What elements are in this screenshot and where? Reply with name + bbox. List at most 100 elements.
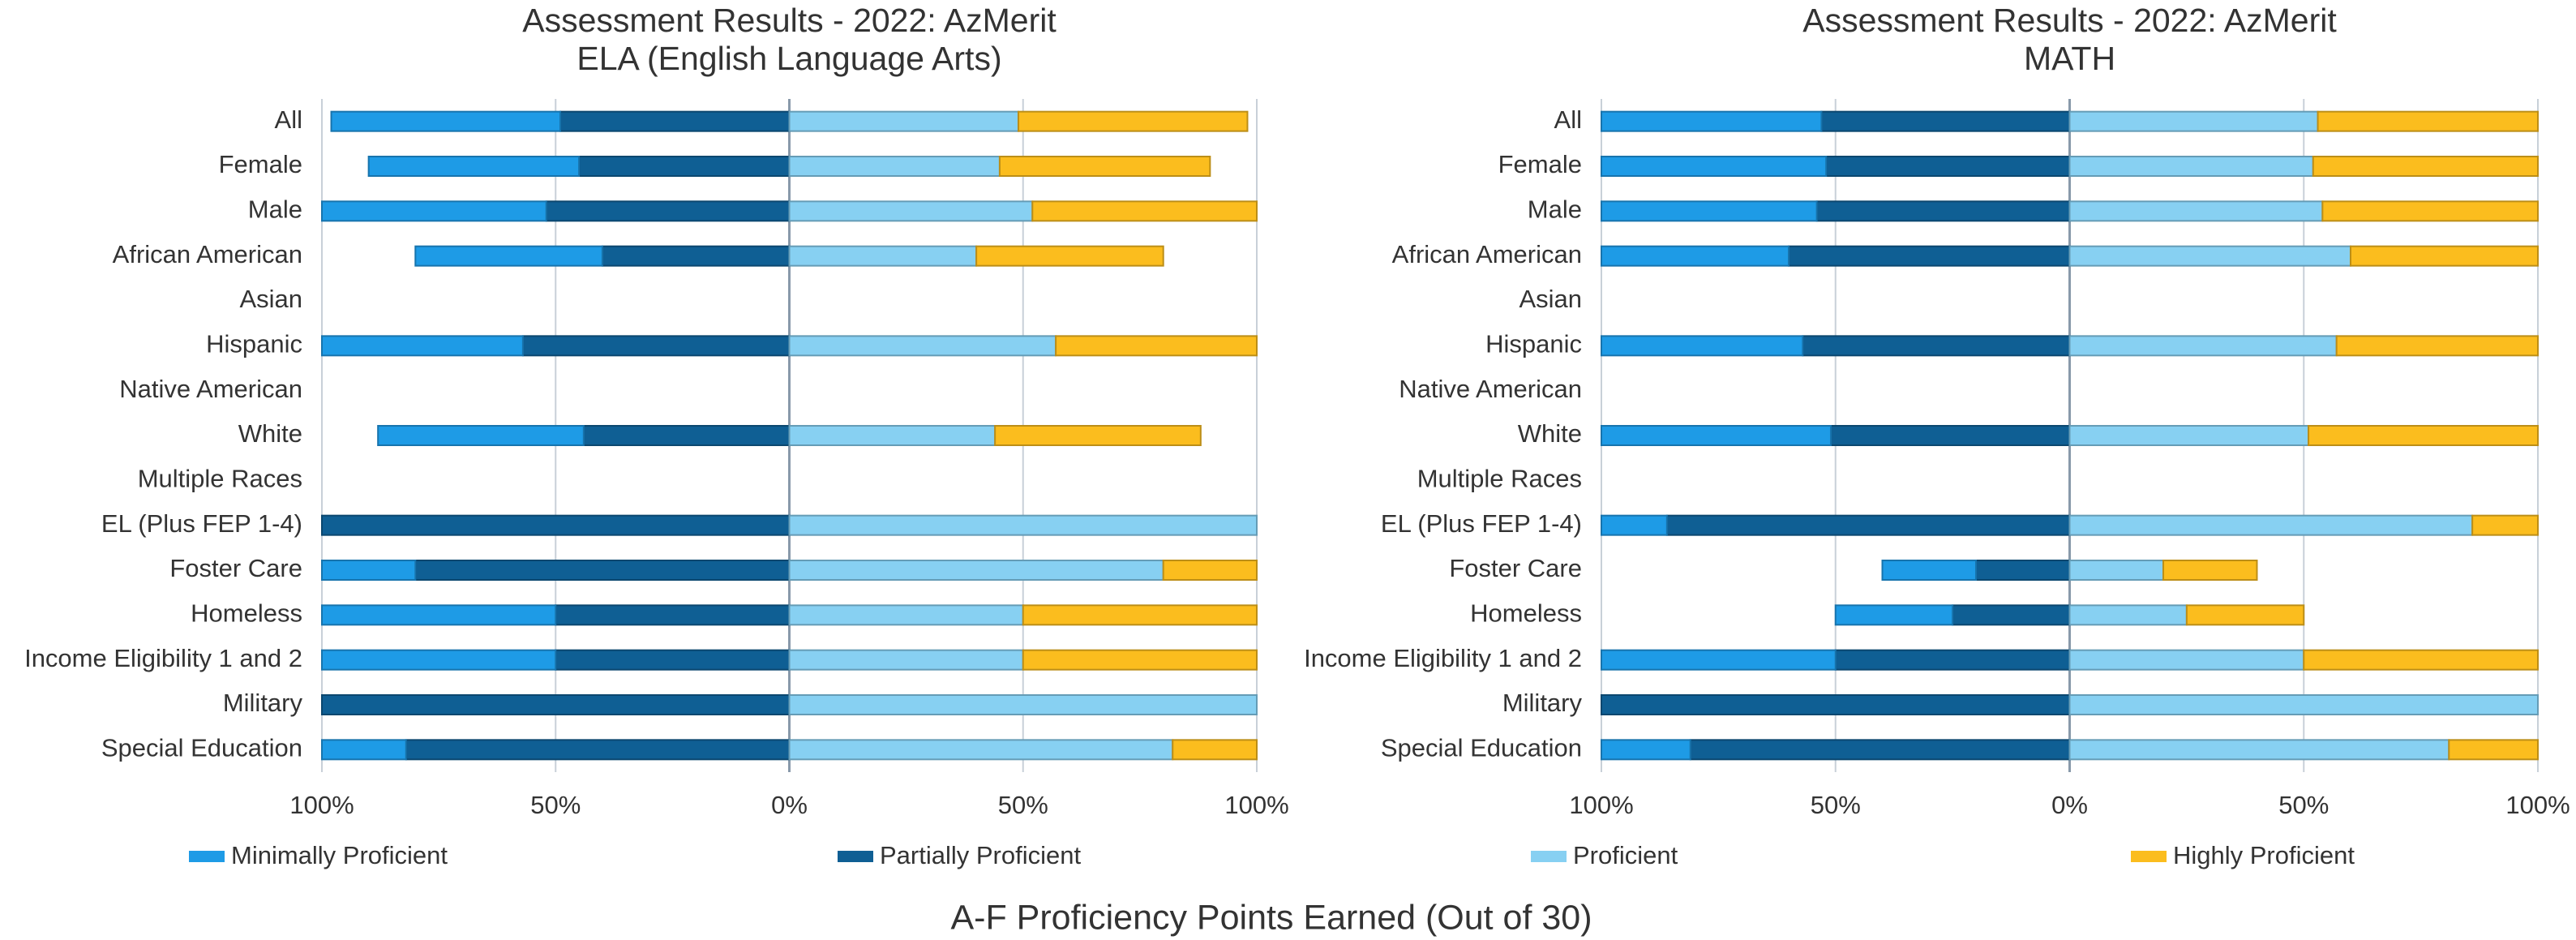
- bar: [2335, 335, 2540, 357]
- bar: [601, 245, 791, 267]
- bar: [1834, 604, 1954, 626]
- bar: [2068, 514, 2474, 536]
- bar: [2185, 604, 2305, 626]
- bar: [578, 156, 791, 177]
- x-tick-label: 50%: [1811, 791, 1861, 819]
- legend-label: Partially Proficient: [880, 841, 1081, 869]
- legend-label: Proficient: [1573, 841, 1678, 869]
- bar: [788, 604, 1024, 626]
- bar: [1031, 200, 1258, 222]
- bar: [788, 560, 1164, 581]
- bar: [1788, 245, 2071, 267]
- bar: [1665, 514, 2071, 536]
- y-tick-label: Native American: [119, 375, 302, 403]
- bar: [521, 335, 791, 357]
- bar: [1601, 739, 1691, 761]
- bar: [321, 649, 557, 671]
- bar: [1601, 156, 1828, 177]
- bar: [788, 694, 1258, 715]
- bar: [2068, 739, 2450, 761]
- y-tick-label: Income Eligibility 1 and 2: [24, 644, 302, 672]
- bar: [367, 156, 581, 177]
- y-tick-label: Military: [223, 689, 303, 717]
- bar: [994, 425, 1202, 446]
- bar: [1601, 649, 1837, 671]
- bar: [2303, 649, 2539, 671]
- chart-title: Assessment Results - 2022: AzMerit: [522, 2, 1057, 39]
- bar: [2068, 110, 2319, 132]
- bar: [788, 425, 997, 446]
- bar: [555, 649, 791, 671]
- bar: [1601, 245, 1789, 267]
- y-tick-label: All: [1554, 105, 1582, 134]
- bar: [321, 739, 407, 761]
- legend-marker: [189, 851, 225, 862]
- bar: [321, 335, 524, 357]
- bar: [2317, 110, 2539, 132]
- y-tick-label: Multiple Races: [138, 465, 302, 493]
- bar: [321, 560, 417, 581]
- bar: [2068, 335, 2338, 357]
- x-tick-label: 100%: [2505, 791, 2570, 819]
- bar: [2350, 245, 2539, 267]
- bar: [788, 335, 1057, 357]
- bar: [2068, 156, 2314, 177]
- y-tick-label: EL (Plus FEP 1-4): [101, 509, 302, 538]
- y-tick-label: Foster Care: [169, 554, 302, 582]
- y-tick-label: Military: [1502, 689, 1583, 717]
- bar: [1820, 110, 2071, 132]
- bar: [788, 649, 1024, 671]
- y-tick-label: Multiple Races: [1417, 465, 1582, 493]
- bar: [1881, 560, 1977, 581]
- y-tick-label: Special Education: [101, 734, 302, 762]
- x-tick-label: 100%: [289, 791, 354, 819]
- bar: [1601, 335, 1804, 357]
- caption: A-F Proficiency Points Earned (Out of 30…: [950, 898, 1592, 937]
- bar: [2068, 694, 2539, 715]
- bar: [1601, 514, 1668, 536]
- chart-title: Assessment Results - 2022: AzMerit: [1802, 2, 2337, 39]
- bar: [2068, 560, 2164, 581]
- bar: [788, 739, 1174, 761]
- y-tick-label: Income Eligibility 1 and 2: [1304, 644, 1582, 672]
- bar: [405, 739, 791, 761]
- bar: [1162, 560, 1258, 581]
- bar: [1689, 739, 2071, 761]
- bar: [2471, 514, 2539, 536]
- y-tick-label: Female: [1498, 150, 1582, 178]
- bar: [1815, 200, 2071, 222]
- y-tick-label: White: [1518, 419, 1582, 448]
- y-tick-label: Homeless: [1470, 599, 1582, 628]
- y-tick-label: EL (Plus FEP 1-4): [1381, 509, 1582, 538]
- bar: [788, 200, 1034, 222]
- bar: [788, 245, 978, 267]
- bar: [1055, 335, 1258, 357]
- x-tick-label: 0%: [771, 791, 808, 819]
- y-tick-label: Asian: [239, 285, 302, 313]
- y-tick-label: African American: [1392, 240, 1582, 268]
- bar: [788, 514, 1258, 536]
- bar: [1022, 604, 1258, 626]
- bar: [2308, 425, 2539, 446]
- bar: [2312, 156, 2540, 177]
- bar: [414, 560, 791, 581]
- chart-subtitle: ELA (English Language Arts): [576, 40, 1001, 77]
- y-tick-label: Special Education: [1381, 734, 1582, 762]
- legend-label: Minimally Proficient: [231, 841, 448, 869]
- bar: [1601, 425, 1832, 446]
- x-tick-label: 100%: [1224, 791, 1288, 819]
- bar: [1834, 649, 2071, 671]
- x-tick-label: 50%: [998, 791, 1048, 819]
- y-tick-label: White: [238, 419, 302, 448]
- y-tick-label: Hispanic: [206, 330, 302, 358]
- bar: [1022, 649, 1258, 671]
- y-tick-label: Female: [219, 150, 302, 178]
- bar: [1017, 110, 1249, 132]
- bar: [414, 245, 603, 267]
- bar: [788, 110, 1019, 132]
- bar: [321, 200, 547, 222]
- bar: [545, 200, 791, 222]
- bar: [1601, 200, 1818, 222]
- bar: [1601, 110, 1823, 132]
